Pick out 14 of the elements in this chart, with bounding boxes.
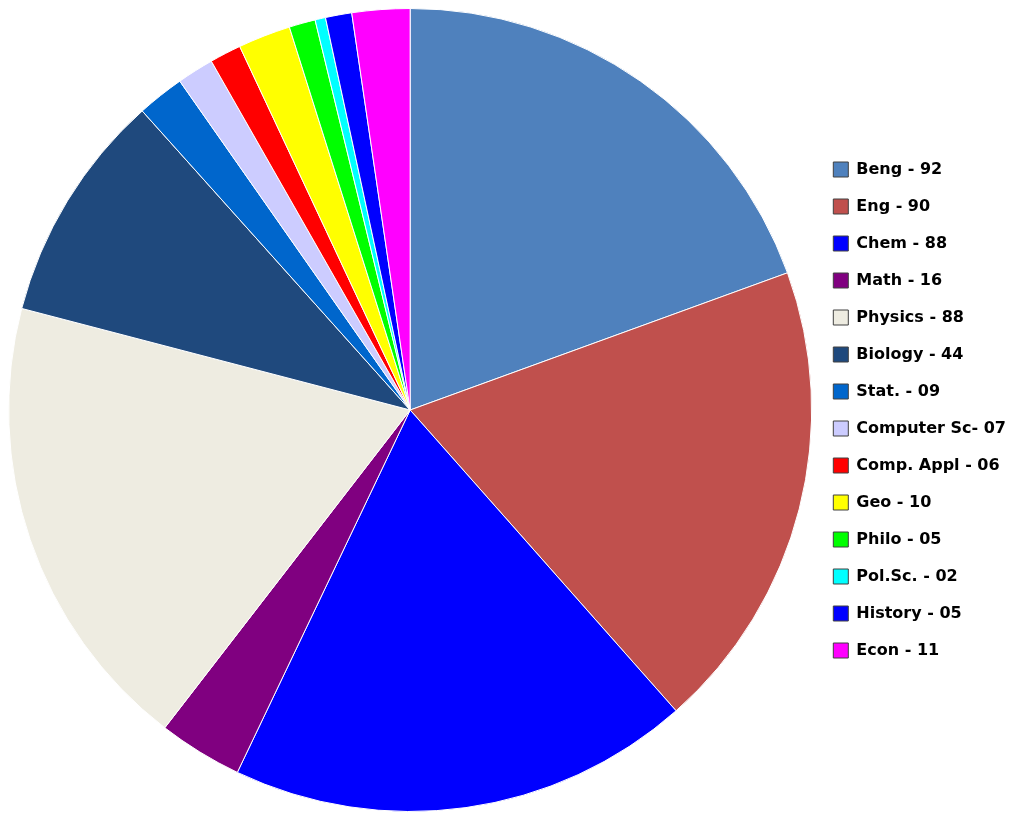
legend-label: Physics - 88 [856,306,964,326]
legend-label: Math - 16 [856,269,943,289]
legend-label: Stat. - 09 [856,380,941,400]
legend-label: Computer Sc- 07 [856,417,1007,437]
legend-label: Eng - 90 [856,195,931,215]
legend-label: Biology - 44 [856,343,964,363]
legend-label: Chem - 88 [856,232,948,252]
legend-label: Econ - 11 [856,639,940,659]
legend-label: History - 05 [856,602,962,622]
legend-label: Philo - 05 [856,528,942,548]
legend-label: Comp. Appl - 06 [856,454,1000,474]
legend-label: Pol.Sc. - 02 [856,565,958,585]
legend-label: Geo - 10 [856,491,932,511]
legend-label: Beng - 92 [856,158,943,178]
